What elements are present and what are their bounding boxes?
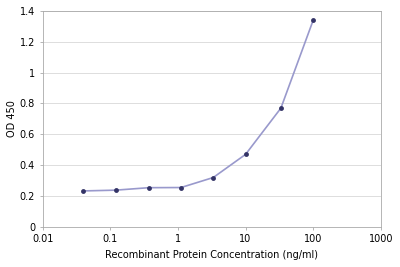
- Y-axis label: OD 450: OD 450: [7, 100, 17, 137]
- X-axis label: Recombinant Protein Concentration (ng/ml): Recombinant Protein Concentration (ng/ml…: [105, 250, 318, 260]
